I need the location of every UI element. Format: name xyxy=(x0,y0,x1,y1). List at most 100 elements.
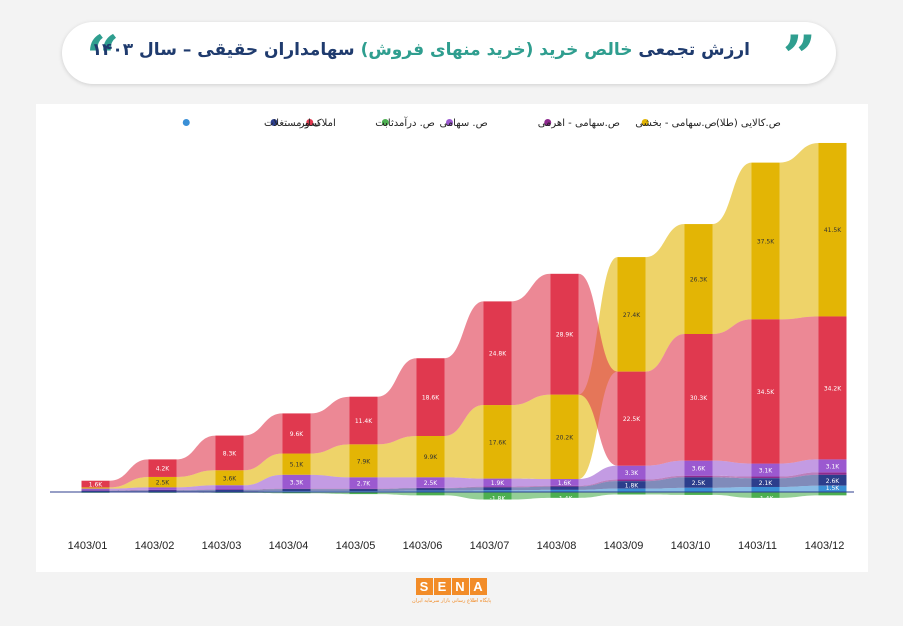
ribbon xyxy=(645,477,685,489)
bar-segment xyxy=(483,405,512,479)
bar-segment xyxy=(617,492,646,495)
ribbon xyxy=(176,489,216,492)
ribbon xyxy=(712,162,752,334)
title-part-2: خالص خرید xyxy=(539,40,633,60)
bar-segment xyxy=(148,487,177,490)
chart-title: ارزش تجمعی خالص خرید (خرید منهای فروش) س… xyxy=(92,40,750,60)
data-label: 2.6K xyxy=(826,478,841,485)
bar-segment xyxy=(617,479,646,482)
bar-segment xyxy=(550,492,579,498)
x-tick-label: 1403/08 xyxy=(537,540,577,552)
bar-segment xyxy=(818,316,847,460)
ribbon xyxy=(712,486,752,492)
bar-segment xyxy=(148,490,177,492)
bar-segment xyxy=(416,358,445,436)
ribbon xyxy=(779,474,819,487)
bar-segment xyxy=(483,487,512,491)
data-label: 3.3K xyxy=(290,479,305,486)
bar-segment xyxy=(215,470,244,486)
legend-swatch xyxy=(306,119,314,126)
bar-segment xyxy=(483,492,512,500)
quote-left-icon: “ xyxy=(86,23,120,91)
ribbon xyxy=(377,488,417,492)
bar-segment xyxy=(81,490,110,492)
ribbon xyxy=(444,486,484,489)
bar-segment xyxy=(684,460,713,476)
data-label: 7.9K xyxy=(357,458,372,465)
ribbon xyxy=(511,394,551,480)
ribbon xyxy=(578,479,618,487)
ribbon xyxy=(310,474,350,489)
data-label: 2.7K xyxy=(357,481,372,488)
ribbon xyxy=(779,472,819,479)
ribbon xyxy=(511,489,551,492)
data-label: 18.6K xyxy=(422,395,440,402)
ribbon xyxy=(578,492,618,498)
legend-swatch xyxy=(445,119,453,126)
logo-letter: S xyxy=(415,578,433,595)
bar-segment xyxy=(818,485,847,492)
bar-segment xyxy=(684,492,713,495)
bar-segment xyxy=(818,492,847,496)
data-label: 41.5K xyxy=(824,227,842,234)
ribbon xyxy=(645,492,685,495)
data-label: -1.4K xyxy=(758,496,775,503)
x-tick-label: 1403/07 xyxy=(470,540,510,552)
data-label: 30.3K xyxy=(690,395,708,402)
ribbon xyxy=(578,273,618,466)
ribbon xyxy=(109,487,149,491)
data-label: 2.5K xyxy=(692,480,707,487)
legend-swatch xyxy=(270,119,278,126)
ribbon xyxy=(377,477,417,489)
data-label: 20.2K xyxy=(556,434,574,441)
bar-segment xyxy=(282,492,311,494)
logo-letter: E xyxy=(433,578,451,595)
data-label: 1.6K xyxy=(558,480,573,487)
x-tick-label: 1403/11 xyxy=(738,540,777,552)
ribbon xyxy=(645,475,685,482)
ribbon xyxy=(511,273,551,406)
ribbon xyxy=(310,444,350,478)
ribbon xyxy=(310,489,350,492)
ribbon xyxy=(578,465,618,486)
ribbon xyxy=(243,474,283,490)
ribbon xyxy=(444,301,484,436)
bar-segment xyxy=(416,435,445,478)
bar-segment xyxy=(751,476,780,479)
bar-segment xyxy=(483,486,512,488)
ribbon xyxy=(779,492,819,498)
bar-segment xyxy=(215,489,244,492)
ribbon xyxy=(511,485,551,488)
x-tick-label: 1403/06 xyxy=(403,540,443,552)
data-label: 34.2K xyxy=(824,385,842,392)
ribbon xyxy=(444,477,484,488)
bar-segment xyxy=(684,333,713,461)
ribbon xyxy=(109,490,149,492)
data-label: 11.4K xyxy=(355,418,373,425)
data-label: 1.9K xyxy=(491,480,506,487)
ribbon xyxy=(712,477,752,488)
bar-segment xyxy=(818,142,847,317)
title-part-1: ارزش تجمعی xyxy=(638,40,750,60)
bar-segment xyxy=(751,492,780,498)
bar-segment xyxy=(751,162,780,320)
legend-label: ص. سهامی xyxy=(439,118,487,129)
bar-segment xyxy=(751,319,780,464)
ribbon xyxy=(109,459,149,488)
bar-segment xyxy=(617,371,646,466)
ribbon xyxy=(176,489,216,491)
ribbon xyxy=(444,492,484,500)
bar-segment xyxy=(550,485,579,487)
ribbon xyxy=(377,487,417,490)
data-label: -1.4K xyxy=(557,496,574,503)
bar-segment xyxy=(416,490,445,492)
data-label: 24.8K xyxy=(489,351,507,358)
sena-logo-letters: S E N A xyxy=(412,578,490,595)
bar-segment xyxy=(81,480,110,488)
data-label: 26.3K xyxy=(690,277,708,284)
ribbon xyxy=(779,142,819,320)
ribbon xyxy=(645,333,685,466)
data-label: 34.5K xyxy=(757,389,775,396)
quote-right-icon: ” xyxy=(782,23,816,91)
